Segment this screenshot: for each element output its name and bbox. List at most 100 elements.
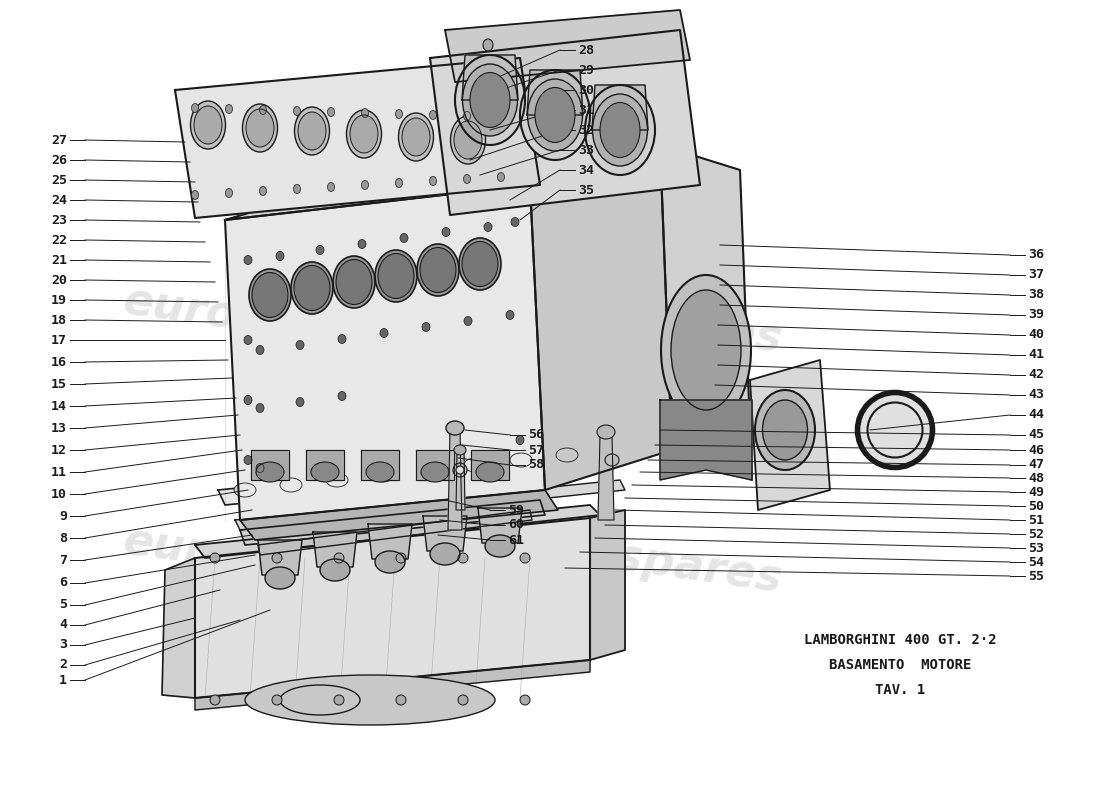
Ellipse shape — [246, 109, 274, 147]
Text: 2: 2 — [59, 658, 67, 671]
Ellipse shape — [358, 239, 366, 249]
Ellipse shape — [458, 695, 468, 705]
Text: LAMBORGHINI 400 GT. 2·2: LAMBORGHINI 400 GT. 2·2 — [804, 633, 997, 647]
Ellipse shape — [244, 255, 252, 265]
Text: 17: 17 — [51, 334, 67, 346]
Ellipse shape — [316, 246, 324, 254]
Ellipse shape — [453, 463, 468, 477]
Text: 28: 28 — [578, 43, 594, 57]
Ellipse shape — [256, 463, 264, 473]
Ellipse shape — [506, 310, 514, 319]
Ellipse shape — [459, 238, 500, 290]
Text: 14: 14 — [51, 399, 67, 413]
Ellipse shape — [379, 329, 388, 338]
Text: 59: 59 — [508, 503, 524, 517]
Text: 53: 53 — [1028, 542, 1044, 554]
Ellipse shape — [462, 242, 498, 286]
Ellipse shape — [338, 334, 346, 343]
Ellipse shape — [456, 466, 464, 474]
Polygon shape — [462, 55, 518, 100]
Text: 5: 5 — [59, 598, 67, 611]
Ellipse shape — [265, 567, 295, 589]
Polygon shape — [361, 450, 399, 480]
Ellipse shape — [422, 322, 430, 331]
Polygon shape — [527, 70, 583, 115]
Ellipse shape — [556, 448, 578, 462]
Text: 48: 48 — [1028, 471, 1044, 485]
Polygon shape — [750, 360, 830, 510]
Ellipse shape — [249, 269, 292, 321]
Polygon shape — [471, 450, 509, 480]
Ellipse shape — [600, 102, 640, 158]
Text: 52: 52 — [1028, 527, 1044, 541]
Ellipse shape — [396, 695, 406, 705]
Ellipse shape — [476, 462, 504, 482]
Text: eurospares: eurospares — [500, 279, 784, 361]
Ellipse shape — [483, 39, 493, 51]
Ellipse shape — [294, 106, 300, 115]
Ellipse shape — [256, 403, 264, 413]
Ellipse shape — [512, 218, 519, 226]
Ellipse shape — [396, 178, 403, 187]
Ellipse shape — [375, 250, 417, 302]
Text: 4: 4 — [59, 618, 67, 631]
Ellipse shape — [455, 55, 525, 145]
Ellipse shape — [328, 182, 334, 191]
Ellipse shape — [463, 174, 471, 183]
Text: 40: 40 — [1028, 329, 1044, 342]
Ellipse shape — [430, 543, 460, 565]
Polygon shape — [195, 660, 590, 710]
Text: eurospares: eurospares — [120, 519, 405, 601]
Ellipse shape — [396, 110, 403, 118]
Ellipse shape — [520, 70, 590, 160]
Text: 55: 55 — [1028, 570, 1044, 582]
Text: 49: 49 — [1028, 486, 1044, 498]
Text: 51: 51 — [1028, 514, 1044, 526]
Ellipse shape — [451, 116, 485, 164]
Ellipse shape — [245, 675, 495, 725]
Ellipse shape — [400, 234, 408, 242]
Ellipse shape — [280, 685, 360, 715]
Ellipse shape — [398, 113, 433, 161]
Ellipse shape — [334, 695, 344, 705]
Ellipse shape — [535, 87, 575, 142]
Ellipse shape — [470, 73, 510, 127]
Text: 22: 22 — [51, 234, 67, 246]
Ellipse shape — [276, 251, 284, 261]
Text: 56: 56 — [528, 429, 544, 442]
Polygon shape — [226, 145, 660, 220]
Text: TAV. 1: TAV. 1 — [874, 683, 925, 697]
Ellipse shape — [458, 553, 468, 563]
Text: 11: 11 — [51, 466, 67, 478]
Ellipse shape — [226, 189, 232, 198]
Text: 9: 9 — [59, 510, 67, 522]
Ellipse shape — [346, 110, 382, 158]
Ellipse shape — [442, 227, 450, 237]
Ellipse shape — [294, 266, 330, 310]
Polygon shape — [235, 480, 625, 530]
Ellipse shape — [294, 185, 300, 194]
Ellipse shape — [421, 462, 449, 482]
Text: 21: 21 — [51, 254, 67, 266]
Text: 16: 16 — [51, 355, 67, 369]
Polygon shape — [660, 145, 752, 480]
Text: 19: 19 — [51, 294, 67, 306]
Polygon shape — [424, 516, 468, 551]
Ellipse shape — [868, 402, 923, 458]
Ellipse shape — [372, 468, 394, 482]
Ellipse shape — [454, 121, 482, 159]
Ellipse shape — [858, 393, 933, 467]
Text: 60: 60 — [508, 518, 524, 531]
Text: 43: 43 — [1028, 389, 1044, 402]
Ellipse shape — [597, 425, 615, 439]
Ellipse shape — [252, 273, 288, 318]
Ellipse shape — [210, 553, 220, 563]
Ellipse shape — [420, 247, 456, 293]
Ellipse shape — [280, 478, 302, 492]
Polygon shape — [251, 450, 289, 480]
Ellipse shape — [260, 106, 266, 114]
Ellipse shape — [234, 483, 256, 497]
Text: 23: 23 — [51, 214, 67, 226]
Text: 38: 38 — [1028, 289, 1044, 302]
Ellipse shape — [396, 553, 406, 563]
